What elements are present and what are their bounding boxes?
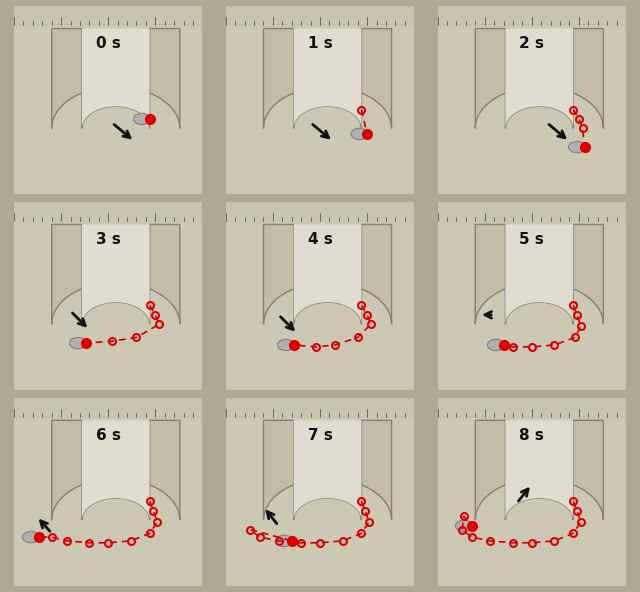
Ellipse shape xyxy=(134,113,150,124)
Bar xyxy=(438,202,626,221)
Text: 2 s: 2 s xyxy=(519,36,544,51)
Polygon shape xyxy=(476,224,604,324)
Text: 5 s: 5 s xyxy=(519,232,544,247)
Polygon shape xyxy=(264,224,392,324)
Polygon shape xyxy=(264,420,392,520)
Ellipse shape xyxy=(276,535,292,546)
Text: 6 s: 6 s xyxy=(96,428,121,443)
Polygon shape xyxy=(264,28,392,128)
Bar xyxy=(14,6,202,25)
Text: 4 s: 4 s xyxy=(308,232,332,247)
Ellipse shape xyxy=(568,141,586,153)
Bar xyxy=(226,6,414,25)
Text: 8 s: 8 s xyxy=(519,428,544,443)
Ellipse shape xyxy=(278,339,294,350)
Bar xyxy=(438,398,626,417)
Polygon shape xyxy=(82,420,150,520)
Polygon shape xyxy=(476,420,604,520)
Text: 0 s: 0 s xyxy=(96,36,121,51)
Polygon shape xyxy=(294,224,362,324)
Text: 1 s: 1 s xyxy=(308,36,332,51)
Ellipse shape xyxy=(488,339,504,350)
Bar xyxy=(14,398,202,417)
Text: 3 s: 3 s xyxy=(96,232,121,247)
Polygon shape xyxy=(506,224,573,324)
Polygon shape xyxy=(82,224,150,324)
Polygon shape xyxy=(82,28,150,128)
Ellipse shape xyxy=(70,337,86,349)
Ellipse shape xyxy=(22,532,40,543)
Polygon shape xyxy=(52,224,180,324)
Polygon shape xyxy=(294,420,362,520)
Polygon shape xyxy=(52,420,180,520)
Bar xyxy=(226,202,414,221)
Text: 7 s: 7 s xyxy=(308,428,332,443)
Ellipse shape xyxy=(351,128,368,140)
Polygon shape xyxy=(506,28,573,128)
Ellipse shape xyxy=(456,520,472,532)
Bar xyxy=(438,6,626,25)
Polygon shape xyxy=(52,28,180,128)
Bar xyxy=(226,398,414,417)
Polygon shape xyxy=(506,420,573,520)
Polygon shape xyxy=(294,28,362,128)
Polygon shape xyxy=(476,28,604,128)
Bar xyxy=(14,202,202,221)
